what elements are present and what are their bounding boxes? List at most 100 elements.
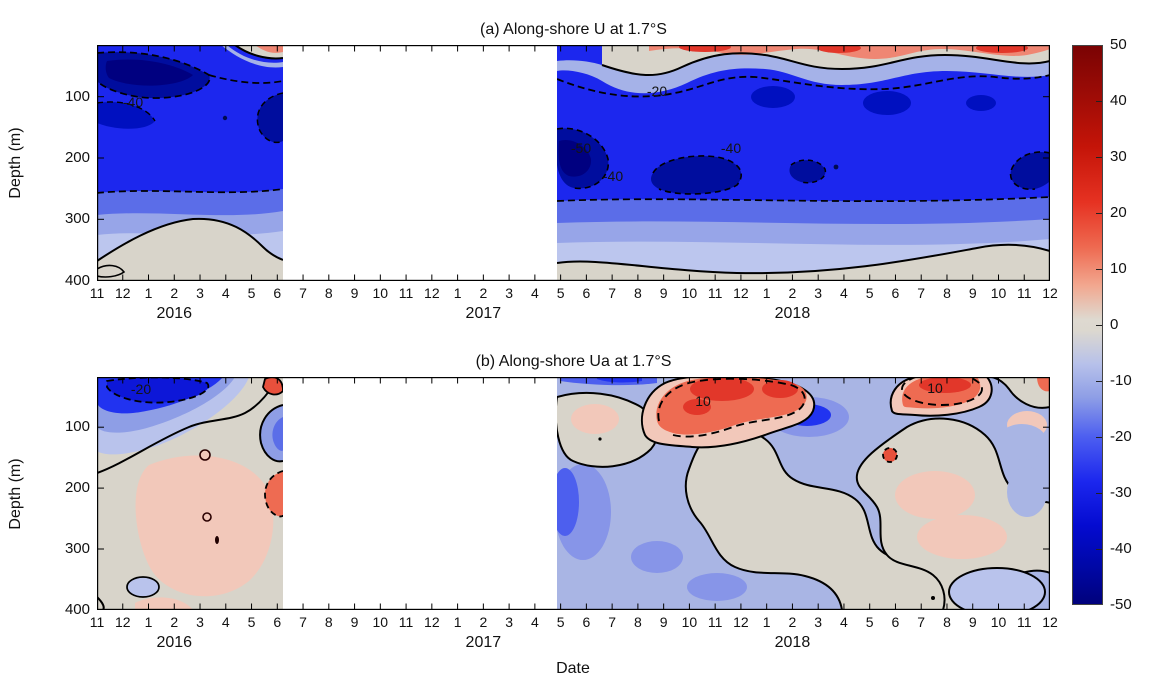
x-tick-label: 3 — [196, 285, 204, 301]
x-tick-label: 4 — [840, 614, 848, 630]
x-tick-label: 12 — [114, 614, 131, 630]
contour-label: 10 — [927, 380, 943, 396]
panel-a-title: (a) Along-shore U at 1.7°S — [480, 21, 667, 38]
x-tick-label: 6 — [273, 285, 282, 301]
colorbar-tick — [1096, 213, 1102, 214]
panel-a-contour-labels: -40 -20 -50 -40 -40 — [123, 83, 741, 184]
depth-tick-label: 200 — [64, 149, 90, 166]
x-tick-label: 1 — [762, 285, 771, 301]
x-tick-label: 6 — [273, 614, 282, 630]
panel-a-contour-plot: -40 -20 -50 -40 -40 — [97, 45, 1050, 281]
x-tick-label: 1 — [453, 614, 462, 630]
colorbar-tick-label: 40 — [1110, 92, 1127, 109]
colorbar-tick-label: -40 — [1110, 540, 1132, 557]
x-tick-label: 11 — [1016, 614, 1032, 630]
colorbar-tick-label: 20 — [1110, 204, 1127, 221]
x-tick-label: 9 — [659, 614, 668, 630]
x-tick-label: 11 — [398, 614, 414, 630]
colorbar-tick-label: 30 — [1110, 148, 1127, 165]
depth-tick-label: 300 — [64, 210, 90, 228]
x-tick-label: 5 — [247, 614, 256, 630]
year-label: 2017 — [465, 634, 502, 651]
panel-a-left-block — [97, 45, 283, 281]
panel-b-contour-labels: -20 10 10 — [131, 380, 943, 409]
x-tick-label: 6 — [891, 285, 900, 301]
x-tick-label: 11 — [707, 614, 723, 630]
colorbar-tick-label: 10 — [1110, 260, 1127, 277]
x-tick-label: 12 — [114, 285, 131, 301]
contour-label: -40 — [123, 94, 143, 110]
x-axis-title: Date — [556, 660, 590, 677]
x-tick-label: 8 — [633, 285, 642, 301]
depth-tick-label: 400 — [64, 271, 90, 289]
depth-tick-label: 200 — [64, 479, 90, 497]
x-tick-label: 5 — [247, 285, 256, 301]
x-tick-label: 6 — [582, 285, 591, 301]
colorbar-tick — [1096, 157, 1102, 158]
colorbar-tick — [1096, 381, 1102, 382]
panel-b-ylabel: Depth (m) — [7, 458, 24, 530]
x-tick-label: 8 — [324, 614, 333, 630]
x-tick-label: 2 — [479, 285, 488, 301]
x-tick-label: 1 — [144, 614, 153, 630]
x-tick-label: 10 — [681, 285, 698, 301]
x-tick-label: 10 — [990, 285, 1007, 301]
x-tick-label: 12 — [733, 285, 749, 301]
year-label: 2017 — [465, 305, 502, 322]
colorbar-tick — [1096, 493, 1102, 494]
colorbar-tick-label: 0 — [1110, 316, 1119, 333]
x-tick-label: 2 — [788, 285, 797, 301]
panel-b-right-block — [557, 377, 1050, 610]
contour-label: -50 — [571, 140, 591, 156]
x-tick-label: 4 — [530, 614, 539, 630]
x-tick-label: 2 — [479, 614, 488, 630]
x-tick-label: 5 — [556, 614, 565, 630]
x-tick-label: 3 — [505, 285, 513, 301]
x-tick-label: 7 — [608, 614, 617, 630]
colorbar-tick — [1096, 325, 1102, 326]
x-tick-label: 12 — [733, 614, 749, 630]
x-tick-label: 10 — [681, 614, 698, 630]
x-tick-label: 1 — [762, 614, 771, 630]
contour-label: -20 — [647, 83, 667, 99]
x-tick-label: 11 — [89, 614, 105, 630]
x-tick-label: 3 — [505, 614, 513, 630]
x-tick-label: 9 — [968, 614, 977, 630]
x-tick-label: 11 — [398, 285, 414, 301]
panel-b-border — [97, 377, 1050, 610]
x-tick-label: 7 — [917, 614, 926, 630]
x-tick-label: 7 — [608, 285, 617, 301]
x-tick-label: 12 — [424, 614, 440, 630]
x-tick-label: 9 — [350, 285, 359, 301]
x-tick-label: 4 — [221, 614, 230, 630]
panel-a-border — [97, 45, 1050, 281]
x-tick-label: 11 — [1016, 285, 1032, 301]
contour-label: 10 — [695, 393, 711, 409]
x-tick-label: 8 — [324, 285, 333, 301]
x-tick-label: 5 — [865, 614, 874, 630]
x-tick-label: 8 — [633, 614, 642, 630]
x-tick-label: 2 — [788, 614, 797, 630]
panel-b-left-block — [97, 377, 283, 610]
x-tick-label: 11 — [707, 285, 723, 301]
year-label: 2018 — [774, 305, 811, 322]
x-tick-label: 3 — [814, 614, 823, 630]
x-tick-label: 12 — [1042, 285, 1058, 301]
contour-label: -40 — [721, 140, 741, 156]
depth-tick-label: 100 — [64, 418, 90, 436]
contour-label: -40 — [603, 168, 623, 184]
colorbar-tick-label: -50 — [1110, 596, 1132, 613]
x-tick-label: 4 — [530, 285, 539, 301]
x-tick-label: 8 — [943, 614, 951, 630]
colorbar-tick-label: -20 — [1110, 428, 1132, 445]
x-tick-label: 3 — [196, 614, 204, 630]
x-tick-label: 9 — [968, 285, 977, 301]
x-tick-label: 2 — [170, 285, 179, 301]
depth-tick-label: 100 — [64, 87, 90, 105]
year-label: 2016 — [156, 305, 193, 322]
x-tick-label: 1 — [453, 285, 462, 301]
x-tick-label: 7 — [299, 285, 307, 301]
x-tick-label: 7 — [917, 285, 926, 301]
x-tick-label: 11 — [89, 285, 105, 301]
